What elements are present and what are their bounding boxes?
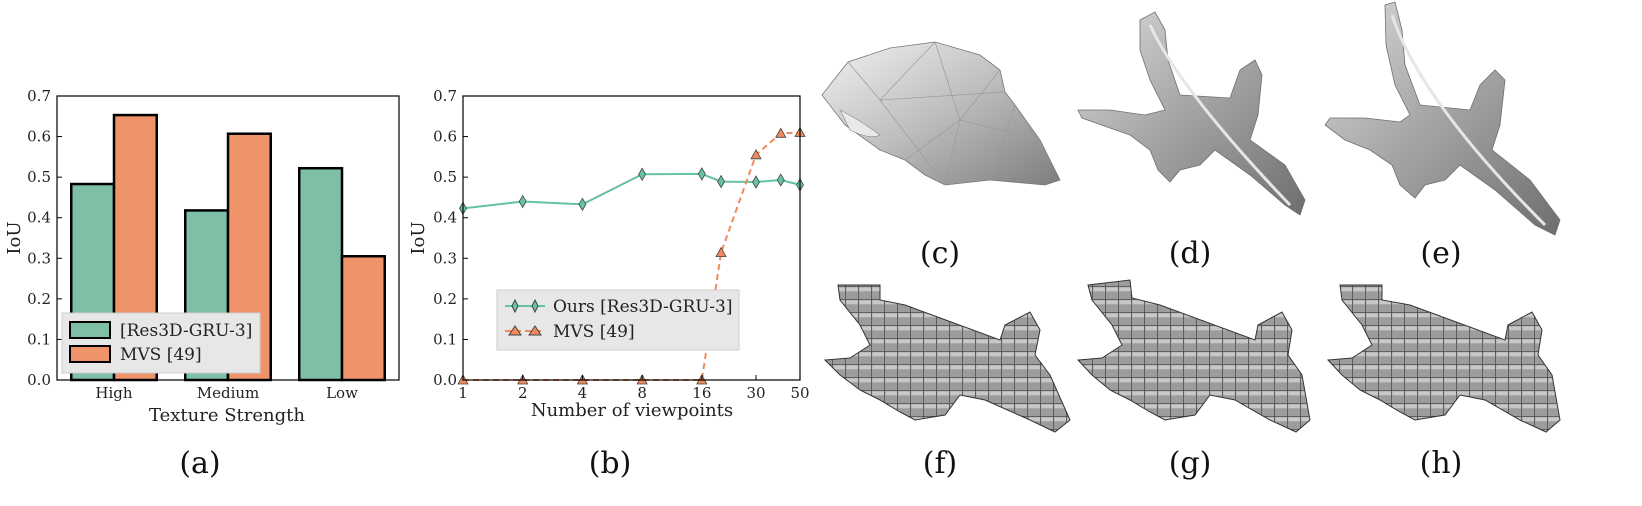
y-tick-label: 0.1	[433, 330, 457, 348]
series-line-1	[463, 131, 801, 381]
mesh-image-c	[821, 41, 1061, 186]
series-line-0	[462, 172, 801, 210]
x-tick-high: High	[95, 384, 132, 402]
chart-b-legend: Ours [Res3D-GRU-3] MVS [49]	[496, 289, 740, 351]
y-tick-label: 0.5	[27, 168, 51, 186]
voxel-image-g	[1076, 279, 1311, 433]
caption-h: (h)	[1420, 446, 1463, 481]
y-tick-label: 0.7	[27, 87, 51, 105]
y-tick-label: 0.3	[433, 249, 457, 267]
y-tick-label: 0.3	[27, 249, 51, 267]
legend-label-mvs-b: MVS [49]	[553, 322, 635, 342]
point-s0-2	[518, 194, 527, 209]
chart-b-frame	[462, 95, 801, 381]
caption-g: (g)	[1169, 446, 1212, 481]
mesh-image-d	[1077, 11, 1306, 216]
legend-marker-mvs-2	[528, 325, 542, 336]
y-tick-label: 0.6	[433, 128, 457, 146]
caption-e: (e)	[1420, 236, 1461, 271]
point-s1-20	[715, 246, 727, 258]
point-s1-30	[750, 149, 762, 160]
voxel-image-f	[823, 284, 1071, 433]
legend-marker-ours	[511, 298, 519, 314]
chart-a: High Medium Low 0.0 0.1 0.2 0.3 0.4 0.5 0.6 0.7 Io…	[4, 87, 400, 426]
chart-a-xlabel: Texture Strength	[149, 405, 305, 426]
point-s1-40	[775, 127, 787, 138]
chart-b: 1 2 4 8 16 30 50 0.0 0.1 0.2 0.3 0.4 0.5 0.6 0.7 IoU N…	[408, 87, 810, 421]
legend-swatch-res3d	[69, 321, 111, 339]
x-tick-medium: Medium	[197, 384, 260, 402]
chart-a-ylabel: IoU	[4, 221, 25, 254]
bar--res3d-gru-3--low	[298, 166, 344, 382]
point-s0-20	[717, 174, 726, 189]
legend-label-mvs: MVS [49]	[120, 345, 202, 365]
chart-a-legend: [Res3D-GRU-3] MVS [49]	[61, 312, 261, 374]
chart-b-ylabel: IoU	[408, 221, 429, 254]
chart-b-xlabel: Number of viewpoints	[531, 400, 733, 421]
x-tick-label-8: 8	[637, 384, 647, 402]
x-tick-low: Low	[326, 384, 358, 402]
y-tick-label: 0.0	[433, 371, 457, 389]
caption-d: (d)	[1169, 236, 1212, 271]
voxel-image-h	[1326, 284, 1561, 433]
y-tick-label: 0.2	[433, 290, 457, 308]
caption-f: (f)	[923, 446, 958, 481]
caption-b: (b)	[589, 446, 632, 481]
y-tick-label: 0.2	[27, 290, 51, 308]
x-tick-label-50: 50	[790, 384, 809, 402]
bar-mvs-49--low	[340, 255, 386, 382]
x-tick-label-1: 1	[458, 384, 468, 402]
legend-label-ours: Ours [Res3D-GRU-3]	[553, 297, 732, 317]
mesh-image-e	[1324, 1, 1561, 236]
y-tick-label: 0.7	[433, 87, 457, 105]
y-tick-label: 0.4	[27, 209, 51, 227]
point-s0-8	[638, 167, 647, 182]
legend-swatch-mvs	[69, 345, 111, 363]
point-s0-30	[752, 175, 760, 189]
x-tick-label-2: 2	[518, 384, 528, 402]
y-tick-label: 0.6	[27, 128, 51, 146]
y-tick-label: 0.5	[433, 168, 457, 186]
x-tick-label-30: 30	[746, 384, 765, 402]
y-tick-label: 0.4	[433, 209, 457, 227]
caption-c: (c)	[920, 236, 960, 271]
chart-a-frame	[56, 95, 400, 381]
point-s0-4	[578, 197, 587, 212]
point-s0-16	[697, 167, 706, 181]
x-tick-label-4: 4	[578, 384, 588, 402]
caption-a: (a)	[179, 446, 220, 481]
y-tick-label: 0.0	[27, 371, 51, 389]
x-tick-label-16: 16	[692, 384, 711, 402]
point-s0-40	[776, 173, 785, 187]
legend-label-res3d: [Res3D-GRU-3]	[120, 321, 252, 341]
legend-marker-mvs	[508, 325, 522, 336]
legend-marker-ours-2	[531, 298, 539, 314]
y-tick-label: 0.1	[27, 330, 51, 348]
